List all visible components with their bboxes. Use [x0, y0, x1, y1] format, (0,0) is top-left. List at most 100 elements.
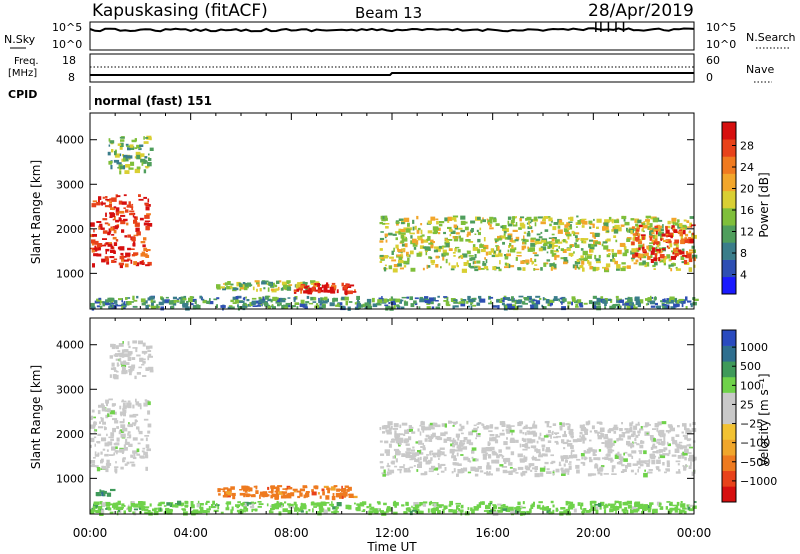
nsearch-spikes: [595, 22, 625, 32]
heatmap-cell: [589, 226, 592, 229]
heatmap-cell: [500, 225, 504, 229]
heatmap-cell: [545, 447, 550, 451]
heatmap-cell: [419, 298, 425, 303]
heatmap-cell: [488, 454, 492, 459]
heatmap-cell: [237, 306, 240, 311]
heatmap-cell: [305, 493, 308, 498]
heatmap-cell: [123, 301, 126, 306]
heatmap-cell: [136, 372, 141, 375]
heatmap-cell: [625, 302, 630, 306]
heatmap-cell: [539, 467, 546, 472]
colorbar-segment: [722, 122, 736, 140]
heatmap-cell: [402, 238, 408, 242]
heatmap-cell: [580, 258, 583, 261]
heatmap-cell: [482, 453, 488, 456]
heatmap-cell: [550, 242, 556, 244]
heatmap-cell: [600, 433, 605, 438]
heatmap-cell: [390, 296, 393, 300]
heatmap-cell: [386, 471, 392, 475]
heatmap-cell: [668, 240, 672, 243]
heatmap-cell: [567, 301, 571, 305]
heatmap-cell: [601, 243, 604, 247]
heatmap-cell: [477, 249, 481, 254]
heatmap-cell: [631, 450, 637, 454]
heatmap-cell: [135, 151, 141, 156]
heatmap-cell: [688, 504, 693, 507]
heatmap-cell: [381, 296, 383, 298]
heatmap-cell: [237, 304, 239, 308]
heatmap-cell: [313, 506, 317, 508]
heatmap-cell: [555, 468, 560, 473]
heatmap-cell: [230, 509, 233, 514]
heatmap-cell: [551, 238, 555, 242]
heatmap-cell: [502, 469, 508, 474]
heatmap-cell: [569, 455, 573, 459]
heatmap-cell: [665, 506, 668, 510]
heatmap-cell: [341, 282, 344, 287]
heatmap-cell: [551, 253, 557, 257]
heatmap-cell: [417, 428, 420, 432]
heatmap-cell: [138, 430, 143, 435]
heatmap-cell: [510, 248, 516, 253]
heatmap-cell: [109, 355, 113, 359]
heatmap-cell: [274, 486, 277, 490]
heatmap-cell: [515, 472, 519, 474]
heatmap-cell: [420, 235, 422, 238]
heatmap-cell: [190, 504, 195, 509]
heatmap-cell: [516, 299, 522, 304]
heatmap-cell: [91, 203, 97, 208]
heatmap-cell: [469, 257, 473, 261]
heatmap-cell: [672, 251, 675, 255]
heatmap-cell: [504, 262, 507, 266]
heatmap-cell: [143, 196, 147, 199]
heatmap-cell: [636, 229, 640, 232]
heatmap-cell: [136, 295, 139, 299]
heatmap-cell: [101, 258, 106, 263]
heatmap-cell: [585, 510, 590, 513]
heatmap-cell: [668, 264, 674, 267]
heatmap-cell: [122, 418, 125, 423]
heatmap-cell: [431, 306, 435, 309]
heatmap-cell: [583, 508, 587, 512]
heatmap-cell: [503, 297, 506, 300]
heatmap-cell: [259, 494, 261, 499]
heatmap-cell: [542, 219, 546, 222]
heatmap-cell: [119, 448, 125, 453]
heatmap-cell: [645, 262, 650, 267]
heatmap-cell: [468, 263, 471, 268]
heatmap-cell: [260, 298, 266, 304]
heatmap-cell: [102, 405, 105, 410]
heatmap-cell: [131, 357, 136, 360]
heatmap-cell: [393, 511, 398, 515]
heatmap-cell: [630, 305, 634, 309]
heatmap-cell: [400, 240, 405, 244]
heatmap-cell: [682, 423, 687, 427]
heatmap-cell: [165, 296, 169, 299]
heatmap-cell: [276, 297, 282, 303]
heatmap-cell: [594, 430, 598, 432]
heatmap-cell: [585, 429, 589, 431]
heatmap-cell: [651, 232, 655, 235]
heatmap-cell: [593, 237, 596, 239]
heatmap-cell: [551, 460, 556, 464]
heatmap-cell: [644, 422, 650, 426]
heatmap-cell: [296, 288, 300, 292]
heatmap-cell: [474, 266, 478, 269]
heatmap-cell: [604, 456, 609, 460]
heatmap-cell: [623, 217, 626, 222]
heatmap-cell: [470, 431, 473, 435]
heatmap-cell: [629, 303, 632, 305]
heatmap-cell: [632, 463, 638, 466]
heatmap-cell: [323, 284, 328, 289]
heatmap-cell: [611, 505, 617, 508]
heatmap-cell: [599, 432, 603, 434]
heatmap-cell: [477, 426, 479, 429]
heatmap-cell: [444, 423, 447, 428]
heatmap-cell: [670, 268, 673, 272]
heatmap-cell: [399, 267, 404, 270]
heatmap-cell: [683, 219, 687, 222]
heatmap-cell: [385, 429, 391, 433]
heatmap-cell: [566, 247, 571, 251]
heatmap-cell: [90, 302, 95, 307]
colorbar-segment: [722, 173, 736, 192]
